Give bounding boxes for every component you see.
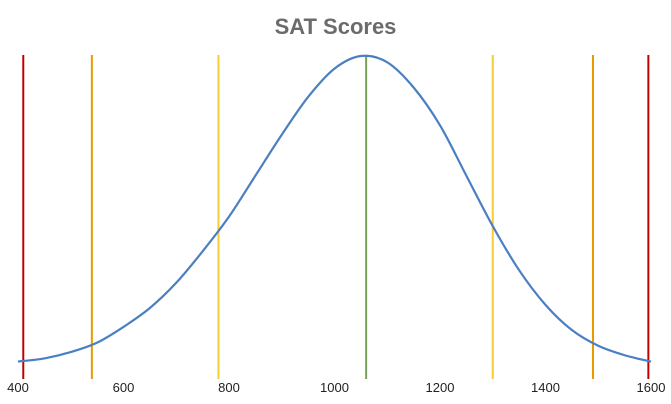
x-tick-label-4: 1200 — [426, 380, 455, 395]
chart-title: SAT Scores — [274, 14, 397, 39]
x-tick-label-5: 1400 — [531, 380, 560, 395]
x-tick-label-2: 800 — [218, 380, 240, 395]
x-tick-label-6: 1600 — [637, 380, 666, 395]
x-tick-label-3: 1000 — [320, 380, 349, 395]
x-tick-label-0: 400 — [7, 380, 29, 395]
x-tick-label-1: 600 — [113, 380, 135, 395]
series-curve-0 — [17, 54, 652, 363]
